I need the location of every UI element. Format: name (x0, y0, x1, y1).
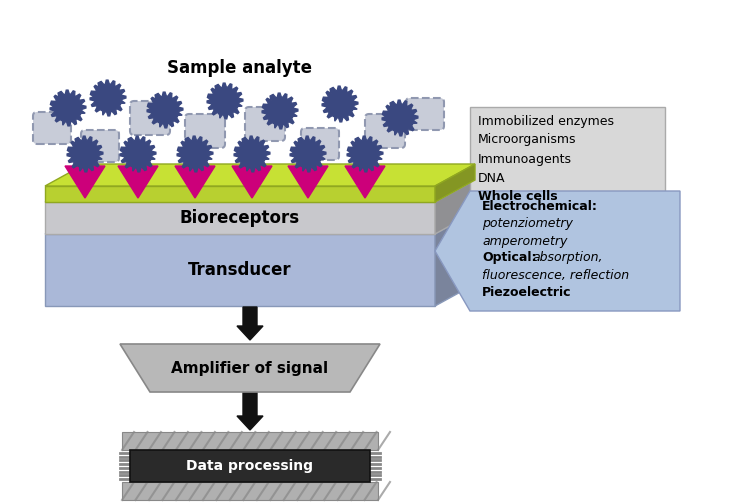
Polygon shape (345, 166, 385, 198)
Polygon shape (435, 180, 475, 234)
Polygon shape (118, 166, 158, 198)
Polygon shape (435, 164, 475, 202)
Polygon shape (130, 450, 370, 482)
Polygon shape (382, 100, 418, 136)
Polygon shape (45, 234, 435, 306)
FancyBboxPatch shape (81, 130, 119, 162)
Polygon shape (470, 107, 665, 212)
Polygon shape (120, 344, 380, 392)
Text: Amplifier of signal: Amplifier of signal (171, 360, 329, 375)
FancyBboxPatch shape (33, 112, 71, 144)
FancyBboxPatch shape (245, 107, 285, 141)
Polygon shape (45, 180, 475, 202)
Text: absorption,: absorption, (532, 251, 603, 265)
Polygon shape (67, 136, 103, 172)
Polygon shape (177, 136, 213, 172)
Polygon shape (232, 166, 272, 198)
Text: Transducer: Transducer (188, 261, 292, 279)
FancyBboxPatch shape (365, 114, 405, 148)
Polygon shape (50, 90, 86, 126)
Text: Sample analyte: Sample analyte (168, 59, 312, 77)
Text: Data processing: Data processing (186, 459, 314, 473)
Text: Microorganisms: Microorganisms (478, 134, 577, 147)
Polygon shape (120, 136, 156, 172)
Polygon shape (435, 212, 475, 306)
Polygon shape (45, 202, 435, 234)
Text: Whole cells: Whole cells (478, 191, 558, 204)
Polygon shape (90, 80, 126, 116)
Polygon shape (147, 92, 183, 128)
Polygon shape (65, 166, 105, 198)
FancyBboxPatch shape (406, 98, 444, 130)
FancyBboxPatch shape (130, 101, 170, 135)
FancyBboxPatch shape (301, 128, 339, 160)
Text: Piezoelectric: Piezoelectric (482, 285, 571, 298)
FancyArrow shape (237, 307, 263, 340)
Polygon shape (290, 136, 326, 172)
Text: Immunoagents: Immunoagents (478, 153, 572, 165)
Text: fluorescence, reflection: fluorescence, reflection (482, 269, 629, 282)
Polygon shape (45, 164, 475, 186)
Text: Electrochemical:: Electrochemical: (482, 201, 598, 214)
Text: amperometry: amperometry (482, 234, 568, 247)
Text: Immobilized enzymes: Immobilized enzymes (478, 114, 614, 128)
Text: potenziometry: potenziometry (482, 218, 573, 230)
Polygon shape (45, 186, 435, 202)
Text: Optical:: Optical: (482, 251, 536, 265)
Polygon shape (122, 482, 378, 500)
Polygon shape (175, 166, 215, 198)
Polygon shape (234, 136, 270, 172)
Text: Bioreceptors: Bioreceptors (180, 209, 300, 227)
FancyArrow shape (237, 392, 263, 430)
Polygon shape (322, 86, 358, 122)
Polygon shape (207, 83, 243, 119)
Polygon shape (45, 212, 475, 234)
Polygon shape (435, 191, 680, 311)
Polygon shape (347, 136, 383, 172)
Polygon shape (122, 432, 378, 450)
FancyBboxPatch shape (185, 114, 225, 148)
Text: DNA: DNA (478, 171, 505, 184)
Polygon shape (288, 166, 328, 198)
Polygon shape (262, 93, 298, 129)
